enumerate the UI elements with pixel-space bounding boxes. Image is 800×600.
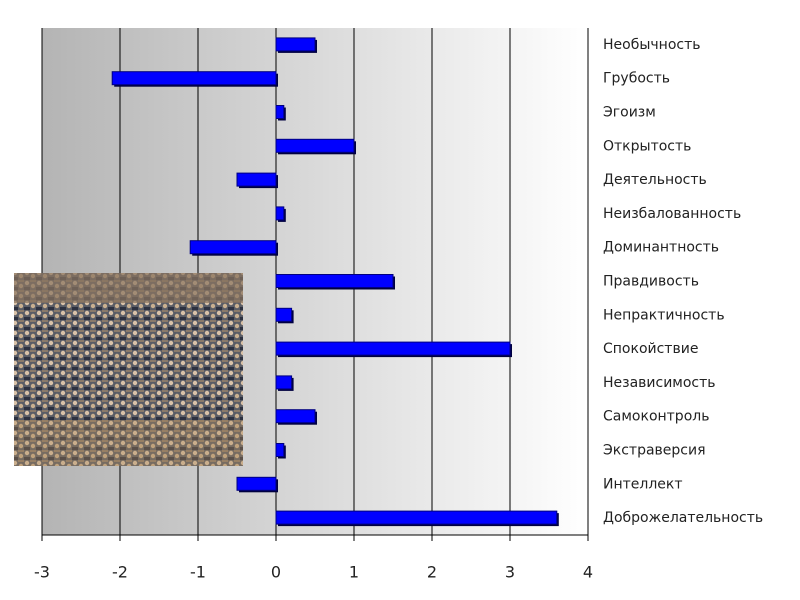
x-tick-label: 2: [427, 563, 437, 582]
y-category-label: Независимость: [603, 375, 716, 391]
bar: [275, 443, 285, 457]
bar: [275, 105, 285, 119]
bar: [275, 375, 293, 390]
x-tick-label: 3: [505, 563, 515, 582]
bar: [189, 240, 277, 255]
y-category-label: Необычность: [603, 37, 701, 53]
x-tick-label: 0: [271, 563, 281, 582]
bar: [275, 307, 293, 322]
x-tick-label: -2: [112, 563, 128, 582]
bar: [275, 138, 355, 153]
y-category-label: Спокойствие: [603, 341, 698, 357]
bar: [111, 71, 277, 86]
bar: [236, 476, 277, 491]
y-category-label: Эгоизм: [603, 105, 656, 121]
y-category-label: Деятельность: [603, 172, 707, 188]
x-tick-label: -3: [34, 563, 50, 582]
y-category-label: Экстраверсия: [603, 443, 706, 459]
y-category-label: Правдивость: [603, 274, 699, 290]
y-category-label: Самоконтроль: [603, 409, 709, 425]
bar: [275, 510, 558, 525]
y-category-label: Неизбалованность: [603, 206, 741, 222]
y-category-label: Доброжелательность: [603, 510, 763, 526]
x-tick-label: 1: [349, 563, 359, 582]
y-category-label: Грубость: [603, 71, 670, 87]
y-category-label: Открытость: [603, 138, 691, 154]
y-category-label: Интеллект: [603, 476, 683, 492]
bar: [275, 274, 394, 288]
bar: [275, 206, 285, 221]
bar: [275, 37, 316, 52]
bar: [275, 341, 511, 356]
bar: [275, 409, 316, 424]
y-category-label: Непрактичность: [603, 307, 725, 323]
y-category-label: Доминантность: [603, 240, 719, 256]
photo: [14, 273, 243, 466]
x-tick-label: -1: [190, 563, 206, 582]
x-tick-label: 4: [583, 563, 593, 582]
bar: [236, 172, 277, 187]
